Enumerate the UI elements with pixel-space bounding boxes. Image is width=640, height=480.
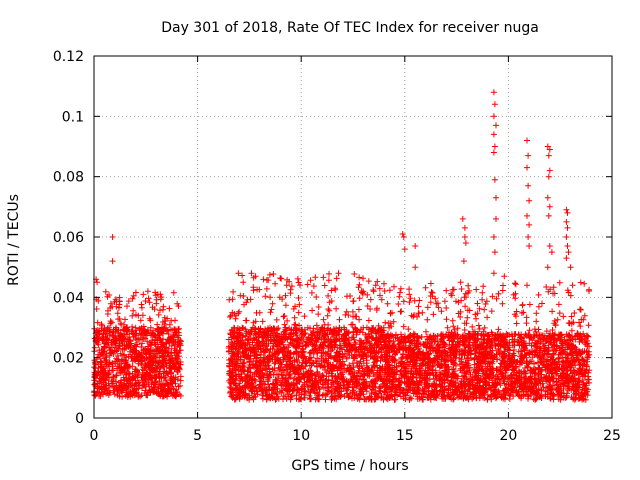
y-tick-label: 0.04: [53, 290, 84, 306]
x-tick-label: 0: [90, 428, 99, 444]
x-tick-label: 20: [499, 428, 517, 444]
y-tick-label: 0.02: [53, 351, 84, 367]
x-tick-label: 5: [193, 428, 202, 444]
y-tick-label: 0.06: [53, 230, 84, 246]
y-axis-label: ROTI / TECUs: [6, 194, 22, 286]
y-tick-label: 0.08: [53, 170, 84, 186]
y-tick-label: 0.1: [62, 109, 84, 125]
x-tick-label: 10: [292, 428, 310, 444]
x-axis-label: GPS time / hours: [291, 458, 408, 474]
x-tick-label: 25: [603, 428, 621, 444]
plot-frame: [93, 55, 613, 419]
y-tick-label: 0: [75, 411, 84, 427]
data-points: [91, 89, 593, 403]
chart-title: Day 301 of 2018, Rate Of TEC Index for r…: [161, 20, 539, 36]
x-tick-label: 15: [396, 428, 414, 444]
roti-scatter-series: [91, 89, 593, 403]
y-tick-label: 0.12: [53, 49, 84, 65]
